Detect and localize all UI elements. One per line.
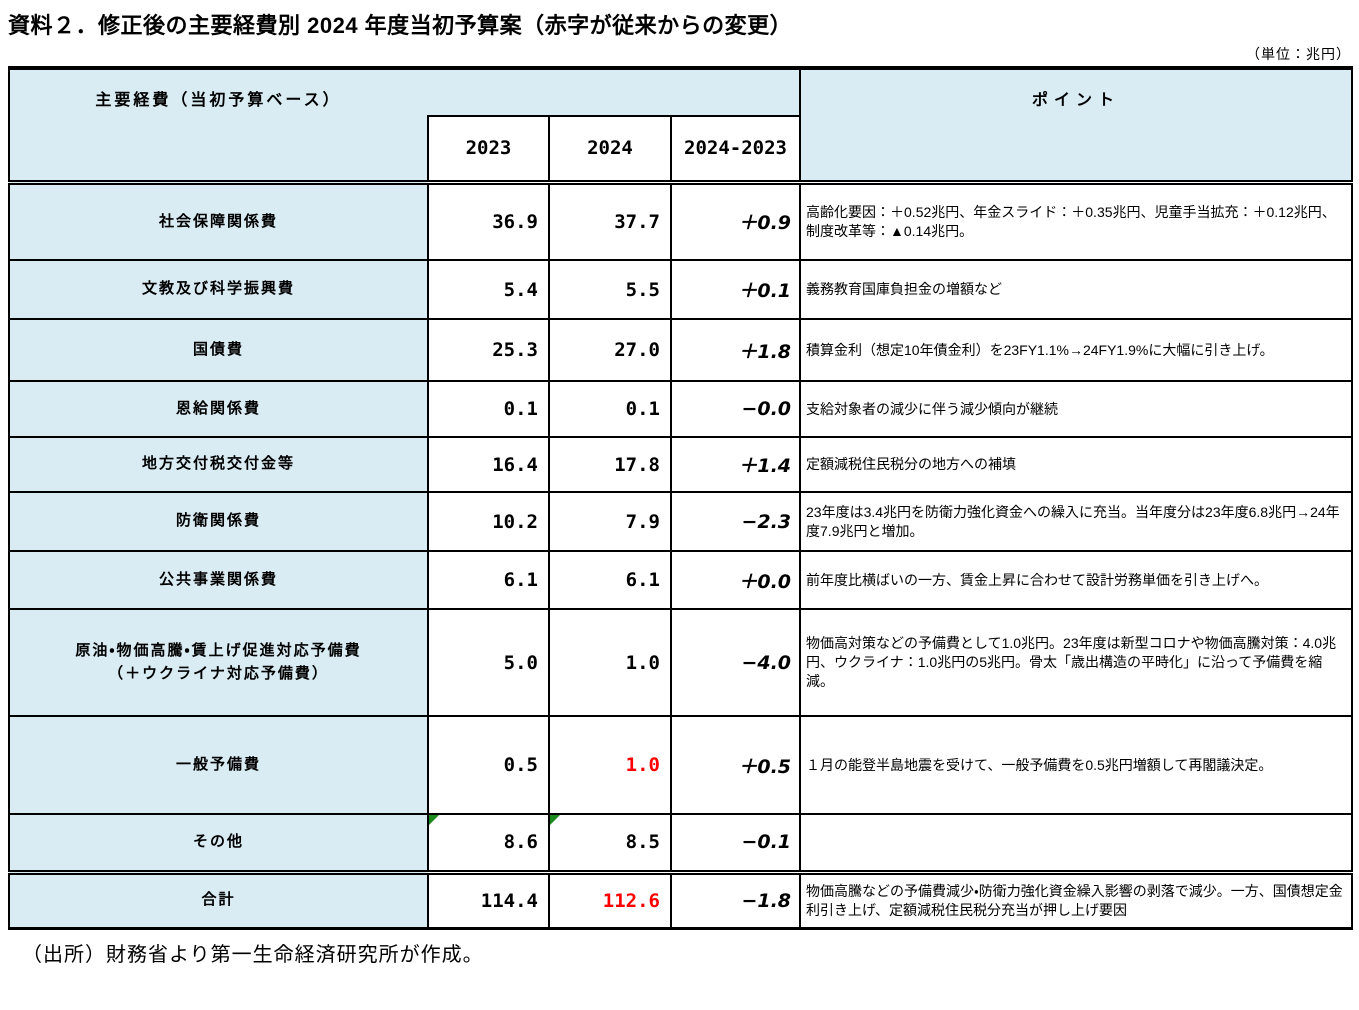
budget-table: 主要経費（当初予算ベース） ポイント 2023 2024 2024-2023 社… xyxy=(8,66,1354,930)
row-label-cell: 恩給関係費 xyxy=(8,380,429,438)
diff-cell: −0.0 xyxy=(669,380,802,438)
diff-cell: ＋0.0 xyxy=(669,550,802,610)
excel-flag-triangle-icon xyxy=(429,815,439,825)
diff-cell: ＋0.5 xyxy=(669,715,802,815)
header-row-years: 2023 2024 2024-2023 xyxy=(9,115,1352,185)
table-row: 一般予備費 0.5 1.0 ＋0.5 １月の能登半島地震を受けて、一般予備費を0… xyxy=(8,715,1354,815)
value-2024-cell: 6.1 xyxy=(548,550,672,610)
table-row: 恩給関係費 0.1 0.1 −0.0 支給対象者の減少に伴う減少傾向が継続 xyxy=(8,380,1354,438)
row-label-cell: 原油・物価高騰・賃上げ促進対応予備費 （＋ウクライナ対応予備費） xyxy=(8,608,429,717)
point-cell: 高齢化要因：＋0.52兆円、年金スライド：＋0.35兆円、児童手当拡充：＋0.1… xyxy=(799,181,1354,261)
header-col-diff: 2024-2023 xyxy=(669,115,802,185)
source-note: （出所）財務省より第一生命経済研究所が作成。 xyxy=(22,943,484,966)
diff-cell: ＋1.4 xyxy=(669,436,802,493)
value-2024-cell-changed: 1.0 xyxy=(548,715,672,815)
table-row: 文教及び科学振興費 5.4 5.5 ＋0.1 義務教育国庫負担金の増額など xyxy=(8,259,1354,320)
value-2023-cell: 16.4 xyxy=(427,436,550,493)
point-cell xyxy=(799,813,1354,873)
value-2024-cell: 0.1 xyxy=(548,380,672,438)
value-2023-cell: 10.2 xyxy=(427,491,550,552)
value-2024-cell: 17.8 xyxy=(548,436,672,493)
value-2023-cell: 25.3 xyxy=(427,318,550,382)
table-row: 社会保障関係費 36.9 37.7 ＋0.9 高齢化要因：＋0.52兆円、年金ス… xyxy=(8,181,1354,261)
row-label-cell: 地方交付税交付金等 xyxy=(8,436,429,493)
row-label-cell: 合計 xyxy=(8,869,429,929)
header-points: ポイント xyxy=(799,67,1354,185)
page: 資料２．修正後の主要経費別 2024 年度当初予算案（赤字が従来からの変更） （… xyxy=(0,8,1359,1010)
value-2023-cell: 114.4 xyxy=(427,869,550,929)
diff-cell: ＋0.9 xyxy=(669,181,802,261)
value-2024-cell: 37.7 xyxy=(548,181,672,261)
excel-flag-triangle-icon xyxy=(550,815,560,825)
table-row: 原油・物価高騰・賃上げ促進対応予備費 （＋ウクライナ対応予備費） 5.0 1.0… xyxy=(8,608,1354,717)
row-label-cell: 一般予備費 xyxy=(8,715,429,815)
page-title: 資料２．修正後の主要経費別 2024 年度当初予算案（赤字が従来からの変更） xyxy=(8,13,793,38)
point-cell: １月の能登半島地震を受けて、一般予備費を0.5兆円増額して再閣議決定。 xyxy=(799,715,1354,815)
value-2023-cell: 0.1 xyxy=(427,380,550,438)
header-main-expenses: 主要経費（当初予算ベース） xyxy=(8,67,428,185)
diff-cell: ＋1.8 xyxy=(669,318,802,382)
value-text: 8.5 xyxy=(625,831,660,854)
table-row: その他 8.6 8.5 −0.1 xyxy=(8,813,1354,873)
value-2024-cell: 5.5 xyxy=(548,259,672,320)
row-label-cell: 防衛関係費 xyxy=(8,491,429,552)
diff-cell: −4.0 xyxy=(669,608,802,717)
value-2024-cell-changed: 112.6 xyxy=(548,869,672,929)
value-2023-cell: 5.4 xyxy=(427,259,550,320)
point-cell: 前年度比横ばいの一方、賃金上昇に合わせて設計労務単価を引き上げへ。 xyxy=(799,550,1354,610)
unit-note: （単位：兆円） xyxy=(1246,46,1351,62)
header-col-2023: 2023 xyxy=(427,115,550,185)
point-cell: 積算金利（想定10年債金利）を23FY1.1%→24FY1.9%に大幅に引き上げ… xyxy=(799,318,1354,382)
point-cell: 支給対象者の減少に伴う減少傾向が継続 xyxy=(799,380,1354,438)
row-label-cell: 社会保障関係費 xyxy=(8,181,429,261)
value-2024-cell: 27.0 xyxy=(548,318,672,382)
point-cell: 物価高対策などの予備費として1.0兆円。23年度は新型コロナや物価高騰対策：4.… xyxy=(799,608,1354,717)
row-label-cell: その他 xyxy=(8,813,429,873)
row-label-cell: 国債費 xyxy=(8,318,429,382)
row-label-cell: 文教及び科学振興費 xyxy=(8,259,429,320)
value-2024-cell: 7.9 xyxy=(548,491,672,552)
header-spacer xyxy=(428,67,802,117)
table-row: 国債費 25.3 27.0 ＋1.8 積算金利（想定10年債金利）を23FY1.… xyxy=(8,318,1354,382)
header-col-2024: 2024 xyxy=(548,115,672,185)
value-2023-cell: 6.1 xyxy=(427,550,550,610)
diff-cell: −1.8 xyxy=(669,869,802,929)
value-text: 8.6 xyxy=(503,831,538,854)
diff-cell: −0.1 xyxy=(669,813,802,873)
point-cell: 23年度は3.4兆円を防衛力強化資金への繰入に充当。当年度分は23年度6.8兆円… xyxy=(799,491,1354,552)
diff-cell: ＋0.1 xyxy=(669,259,802,320)
table-row: 防衛関係費 10.2 7.9 −2.3 23年度は3.4兆円を防衛力強化資金への… xyxy=(8,491,1354,552)
value-2024-cell: 8.5 xyxy=(548,813,672,873)
diff-cell: −2.3 xyxy=(669,491,802,552)
row-label-cell: 公共事業関係費 xyxy=(8,550,429,610)
table-row-total: 合計 114.4 112.6 −1.8 物価高騰などの予備費減少・防衛力強化資金… xyxy=(8,869,1354,929)
point-cell: 定額減税住民税分の地方への補填 xyxy=(799,436,1354,493)
header-row-top: 主要経費（当初予算ベース） ポイント xyxy=(8,67,1354,185)
point-cell: 物価高騰などの予備費減少・防衛力強化資金繰入影響の剥落で減少。一方、国債想定金利… xyxy=(799,869,1354,929)
table-row: 地方交付税交付金等 16.4 17.8 ＋1.4 定額減税住民税分の地方への補填 xyxy=(8,436,1354,493)
value-2023-cell: 36.9 xyxy=(427,181,550,261)
value-2024-cell: 1.0 xyxy=(548,608,672,717)
value-2023-cell: 5.0 xyxy=(427,608,550,717)
value-2023-cell: 0.5 xyxy=(427,715,550,815)
value-2023-cell: 8.6 xyxy=(427,813,550,873)
table-row: 公共事業関係費 6.1 6.1 ＋0.0 前年度比横ばいの一方、賃金上昇に合わせ… xyxy=(8,550,1354,610)
point-cell: 義務教育国庫負担金の増額など xyxy=(799,259,1354,320)
